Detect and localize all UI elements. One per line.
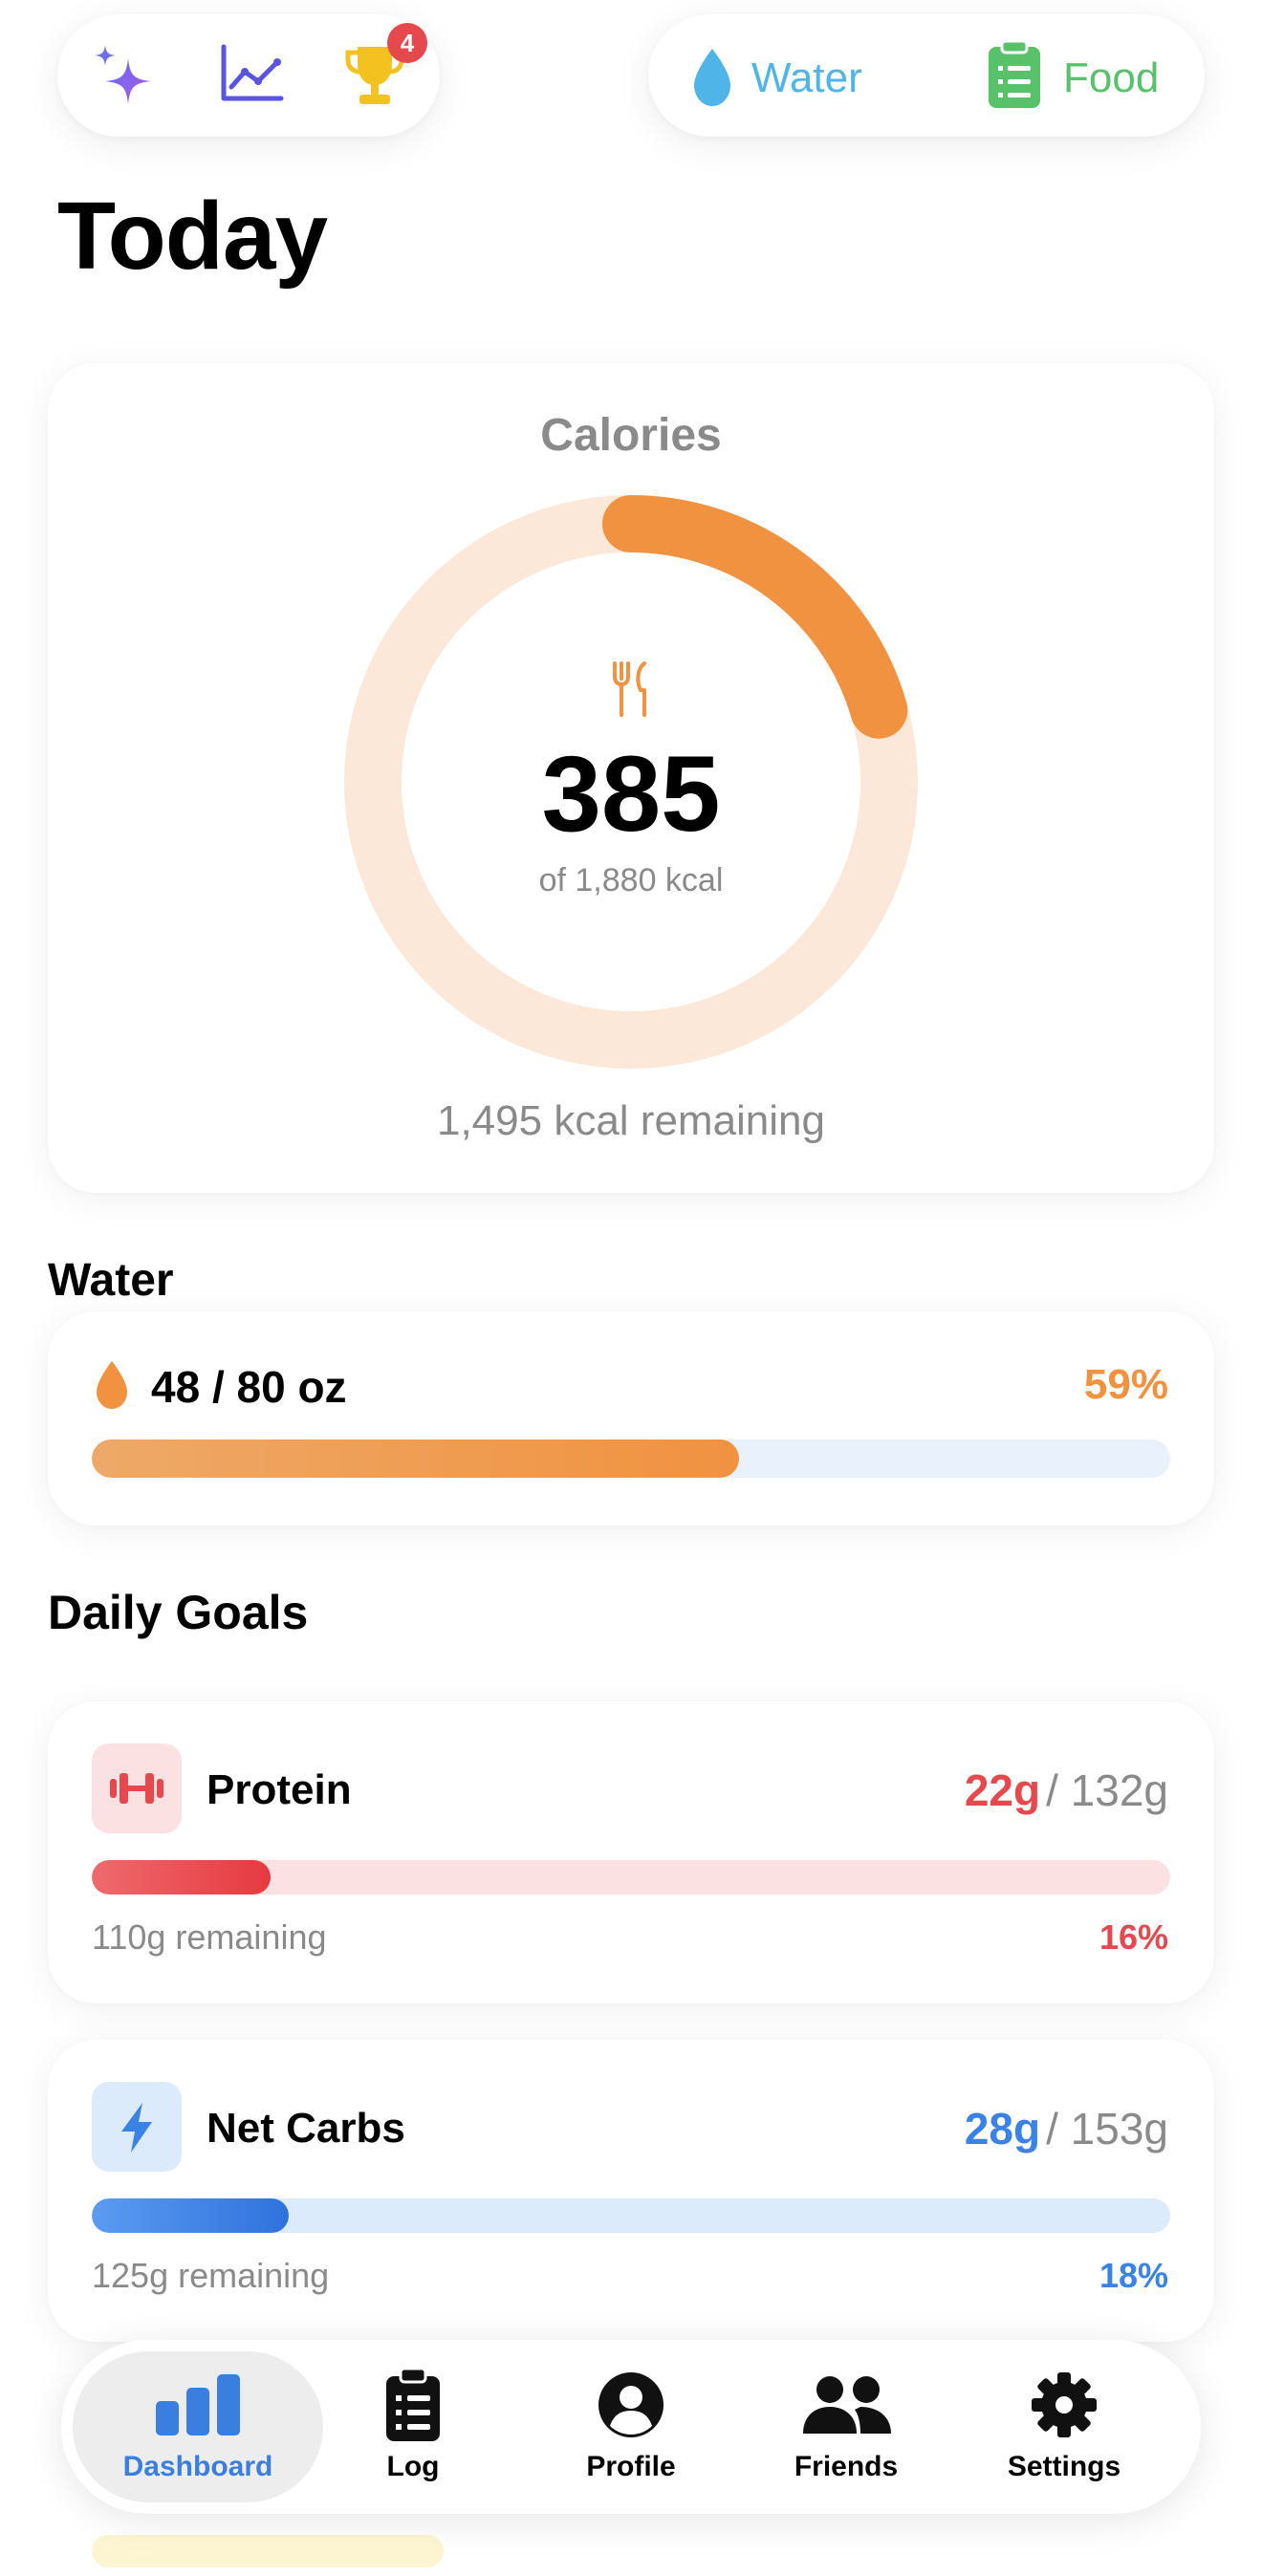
- water-progress-fill: [92, 1440, 739, 1478]
- quick-actions-pill: 4: [57, 14, 440, 137]
- tab-log[interactable]: Log: [337, 2332, 490, 2485]
- gear-icon: [1032, 2372, 1097, 2437]
- water-progress-track: [92, 1440, 1170, 1478]
- page-title: Today: [57, 183, 328, 290]
- food-button-label: Food: [1063, 54, 1160, 101]
- net-carbs-goal: / 153g: [1046, 2104, 1168, 2154]
- protein-goal: / 132g: [1046, 1765, 1168, 1815]
- protein-name: Protein: [207, 1766, 352, 1813]
- log-actions-pill: Water Food: [648, 14, 1205, 137]
- sparkles-icon[interactable]: [84, 37, 161, 114]
- tab-settings-label: Settings: [1007, 2451, 1121, 2482]
- calories-ring-fill: [344, 495, 918, 1069]
- person-icon: [598, 2372, 664, 2437]
- tab-profile[interactable]: Profile: [555, 2332, 707, 2485]
- tab-friends-label: Friends: [794, 2451, 899, 2482]
- people-icon: [803, 2376, 891, 2434]
- dumbbell-icon: [110, 1773, 163, 1804]
- tab-dashboard-label: Dashboard: [122, 2451, 273, 2482]
- clipboard-icon: [386, 2367, 440, 2441]
- water-percent: 59%: [1083, 1361, 1168, 1408]
- net-carbs-amount: 28g/ 153g: [965, 2103, 1168, 2154]
- food-log-clipboard-icon: [989, 39, 1040, 108]
- protein-progress-track: [92, 1860, 1170, 1894]
- protein-value: 22g: [964, 1765, 1041, 1815]
- water-card[interactable]: 48 / 80 oz 59%: [48, 1311, 1214, 1526]
- next-goal-progress-peek: [92, 2535, 444, 2567]
- calories-goal: of 1,880 kcal: [538, 862, 724, 898]
- protein-remaining: 110g remaining: [92, 1917, 327, 1957]
- net-carbs-progress-fill: [92, 2198, 290, 2233]
- protein-icon-tile: [92, 1743, 182, 1833]
- net-carbs-percent: 18%: [1099, 2256, 1168, 2295]
- net-carbs-name: Net Carbs: [207, 2105, 405, 2152]
- daily-goals-title: Daily Goals: [48, 1586, 309, 1639]
- protein-amount: 22g/ 132g: [965, 1764, 1168, 1816]
- trophy-badge: 4: [387, 23, 427, 63]
- calories-remaining: 1,495 kcal remaining: [436, 1097, 825, 1144]
- lightning-icon: [121, 2103, 152, 2153]
- tab-friends[interactable]: Friends: [765, 2332, 927, 2485]
- trend-chart-icon[interactable]: [218, 43, 285, 106]
- water-drop-icon: [694, 49, 730, 106]
- tab-dashboard[interactable]: Dashboard: [73, 2332, 323, 2485]
- water-drop-icon: [97, 1361, 127, 1409]
- net-carbs-icon-tile: [92, 2082, 182, 2172]
- net-carbs-remaining: 125g remaining: [92, 2256, 330, 2295]
- bar-chart-icon: [156, 2374, 240, 2435]
- tab-profile-label: Profile: [586, 2451, 676, 2482]
- trophy-icon[interactable]: [344, 43, 405, 110]
- fork-knife-icon: [613, 661, 646, 717]
- calories-consumed: 385: [541, 734, 721, 854]
- protein-goal-card[interactable]: Protein 22g/ 132g 110g remaining 16%: [48, 1701, 1214, 2003]
- water-amount: 48 / 80 oz: [151, 1362, 347, 1412]
- net-carbs-goal-card[interactable]: Net Carbs 28g/ 153g 125g remaining 18%: [48, 2040, 1214, 2342]
- water-section-title: Water: [48, 1255, 174, 1306]
- protein-progress-fill: [92, 1860, 272, 1894]
- trophy-badge-count: 4: [400, 29, 415, 57]
- calories-ring: [344, 495, 918, 1069]
- net-carbs-progress-track: [92, 2198, 1170, 2233]
- protein-percent: 16%: [1099, 1917, 1168, 1957]
- water-button-label: Water: [751, 54, 862, 101]
- net-carbs-value: 28g: [964, 2104, 1041, 2154]
- calories-card[interactable]: Calories 385 of 1,880 kcal 1,495 kcal re…: [48, 363, 1214, 1193]
- tab-settings[interactable]: Settings: [983, 2332, 1145, 2485]
- water-button[interactable]: Water: [690, 41, 901, 110]
- food-button[interactable]: Food: [987, 39, 1178, 112]
- tab-log-label: Log: [386, 2451, 440, 2482]
- calories-title: Calories: [540, 410, 722, 461]
